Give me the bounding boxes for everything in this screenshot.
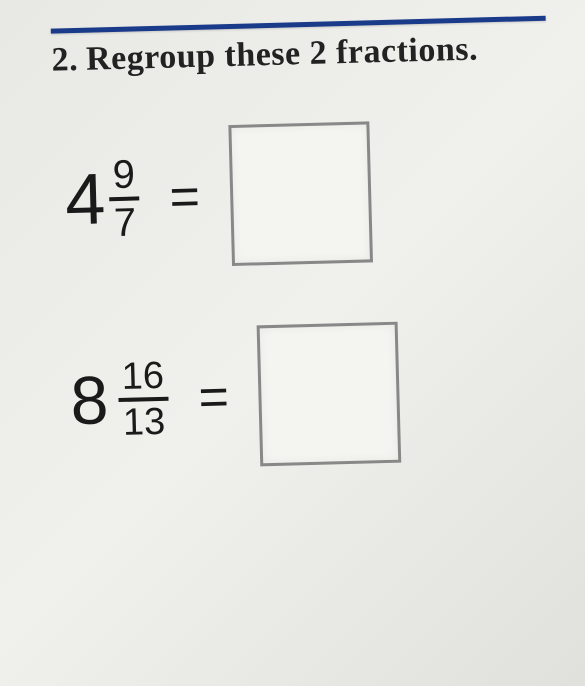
whole-part: 4 <box>64 158 106 241</box>
numerator: 9 <box>108 154 139 201</box>
question-text: Regroup these 2 fractions. <box>86 31 479 78</box>
question-heading: 2.Regroup these 2 fractions. <box>51 29 547 80</box>
problem-1: 4 9 7 = <box>63 117 552 271</box>
denominator: 7 <box>113 200 136 243</box>
answer-box-2[interactable] <box>257 322 402 467</box>
fraction-part: 16 13 <box>117 356 169 441</box>
mixed-number-2: 8 16 13 <box>69 356 169 443</box>
numerator: 16 <box>117 356 168 401</box>
fraction-part: 9 7 <box>108 154 141 243</box>
question-number: 2. <box>51 41 78 79</box>
worksheet-page: 2.Regroup these 2 fractions. 4 9 7 = 8 1… <box>0 0 585 563</box>
equals-sign: = <box>198 367 230 428</box>
equals-sign: = <box>169 166 201 227</box>
answer-box-1[interactable] <box>228 121 373 266</box>
mixed-number-1: 4 9 7 <box>64 154 141 244</box>
denominator: 13 <box>122 400 165 441</box>
problem-2: 8 16 13 = <box>69 318 558 472</box>
whole-part: 8 <box>69 361 109 440</box>
